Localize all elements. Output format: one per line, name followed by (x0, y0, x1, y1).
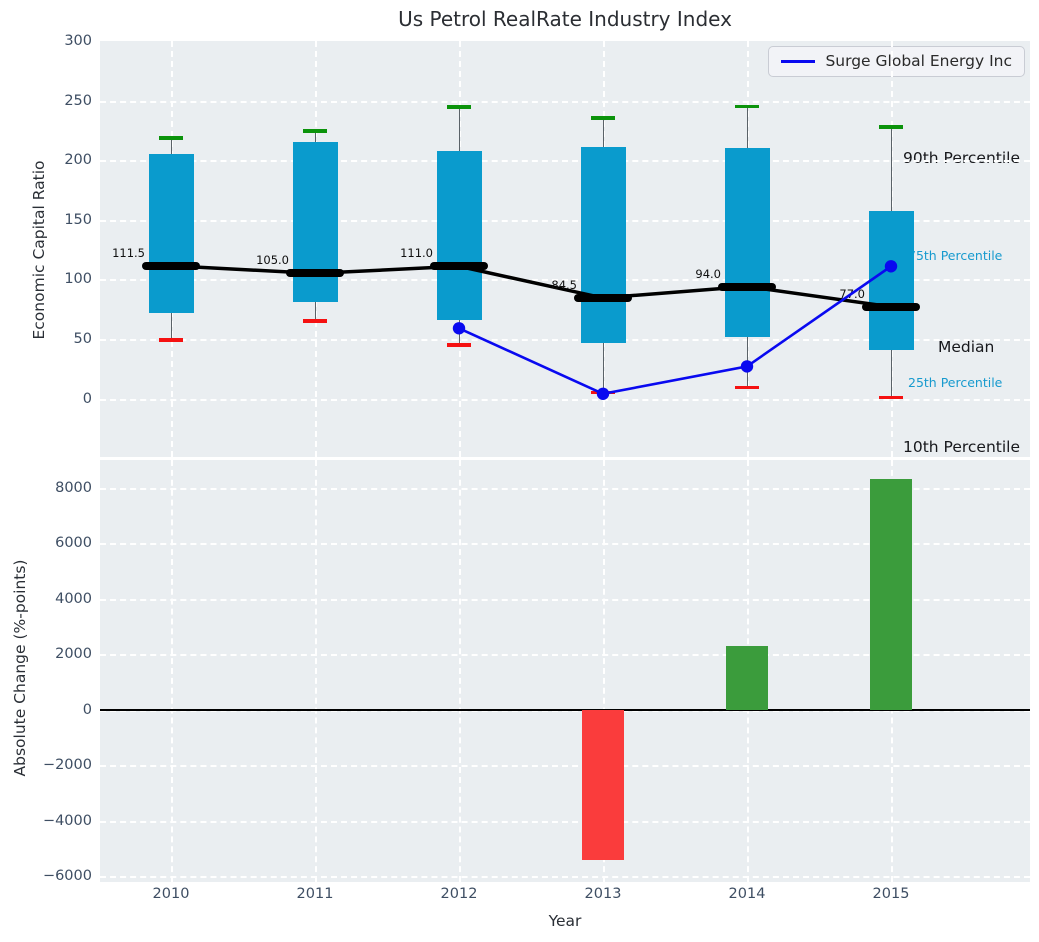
cap-90th (447, 105, 471, 109)
cap-10th (159, 338, 183, 342)
label-10th-percentile: 10th Percentile (903, 438, 1021, 456)
y-tick-label: 0 (82, 701, 92, 718)
x-tick-label: 2013 (584, 886, 622, 902)
cap-90th (303, 129, 327, 133)
series-line-layer (452, 260, 898, 400)
bottom-axes (100, 460, 1030, 882)
x-tick-label: 2015 (872, 886, 910, 902)
box-iqr (148, 154, 194, 313)
legend-line-swatch (781, 59, 816, 63)
change-bar-positive (870, 479, 912, 710)
cap-10th (879, 395, 903, 400)
gridline-h (100, 820, 1030, 823)
gridline-h (100, 876, 1030, 879)
gridline-h (100, 543, 1030, 546)
x-tick-label: 2012 (440, 886, 478, 902)
median-marker (574, 293, 632, 302)
median-value-label: 111.5 (112, 245, 145, 260)
gridline-h (100, 654, 1030, 657)
series-point (596, 387, 610, 400)
median-value-label: 84.5 (551, 277, 577, 292)
gridline-h (100, 339, 1030, 341)
change-bar-negative (582, 709, 624, 860)
y-tick-label: 200 (64, 152, 92, 169)
chart-title: Us Petrol RealRate Industry Index (398, 7, 732, 31)
cap-10th (447, 343, 471, 347)
gridline-h (100, 765, 1030, 768)
zero-axis-line (100, 709, 1030, 711)
y-tick-label: 6000 (55, 535, 92, 552)
gridline-h (100, 279, 1030, 282)
cap-90th (159, 136, 183, 140)
top-y-axis-label: Economic Capital Ratio (30, 160, 48, 340)
cap-10th (303, 319, 327, 323)
x-axis-label: Year (548, 912, 582, 930)
cap-90th (591, 116, 615, 120)
y-tick-label: 150 (64, 211, 92, 228)
y-tick-label: −4000 (42, 812, 92, 829)
y-tick-label: −6000 (42, 868, 92, 885)
y-tick-label: 8000 (55, 479, 92, 496)
y-tick-label: 250 (64, 92, 92, 109)
label-median: Median (938, 338, 995, 356)
box-iqr (436, 151, 482, 320)
y-tick-label: 100 (64, 271, 92, 288)
label-25th-percentile: 25th Percentile (908, 375, 1003, 390)
x-tick-label: 2011 (296, 886, 334, 902)
gridline-h (100, 598, 1030, 601)
gridline-h (100, 219, 1030, 222)
top-axes: Surge Global Energy Inc 90th Percentile … (100, 41, 1030, 457)
median-marker (718, 282, 776, 291)
gridline-h (100, 398, 1030, 401)
gridline-v (459, 460, 461, 882)
box-iqr (724, 148, 770, 337)
series-line (458, 265, 892, 396)
cap-10th (735, 385, 759, 389)
gridline-v (603, 460, 605, 882)
legend-series-label: Surge Global Energy Inc (825, 52, 1012, 70)
y-tick-label: 2000 (55, 646, 92, 663)
median-marker (430, 262, 488, 271)
gridline-v (171, 460, 173, 882)
gridline-v (315, 460, 317, 882)
median-marker (142, 261, 200, 270)
box-iqr (868, 210, 914, 350)
gridline-h (100, 160, 1030, 163)
y-tick-label: 300 (64, 33, 92, 49)
cap-90th (879, 125, 903, 129)
median-marker (862, 302, 920, 311)
cap-90th (735, 104, 759, 109)
series-point (452, 322, 466, 335)
gridline-h (100, 487, 1030, 490)
legend: Surge Global Energy Inc (768, 46, 1025, 77)
y-tick-label: −2000 (42, 757, 92, 774)
bottom-y-axis-label: Absolute Change (%-points) (11, 559, 29, 777)
series-point (740, 360, 754, 373)
median-value-label: 94.0 (695, 266, 721, 281)
x-tick-label: 2010 (152, 886, 190, 902)
change-bar-positive (726, 646, 768, 710)
median-value-label: 111.0 (400, 246, 433, 261)
gridline-h (100, 709, 1030, 712)
label-90th-percentile: 90th Percentile (903, 149, 1021, 167)
median-marker (286, 269, 344, 278)
y-tick-label: 0 (82, 390, 92, 407)
x-tick-label: 2014 (728, 886, 766, 902)
median-value-label: 105.0 (256, 253, 289, 268)
y-tick-label: 50 (73, 331, 92, 347)
box-iqr (580, 146, 626, 343)
y-tick-label: 4000 (55, 590, 92, 607)
gridline-h (100, 100, 1030, 103)
series-point (884, 260, 898, 273)
label-75th-percentile: 75th Percentile (908, 248, 1003, 263)
